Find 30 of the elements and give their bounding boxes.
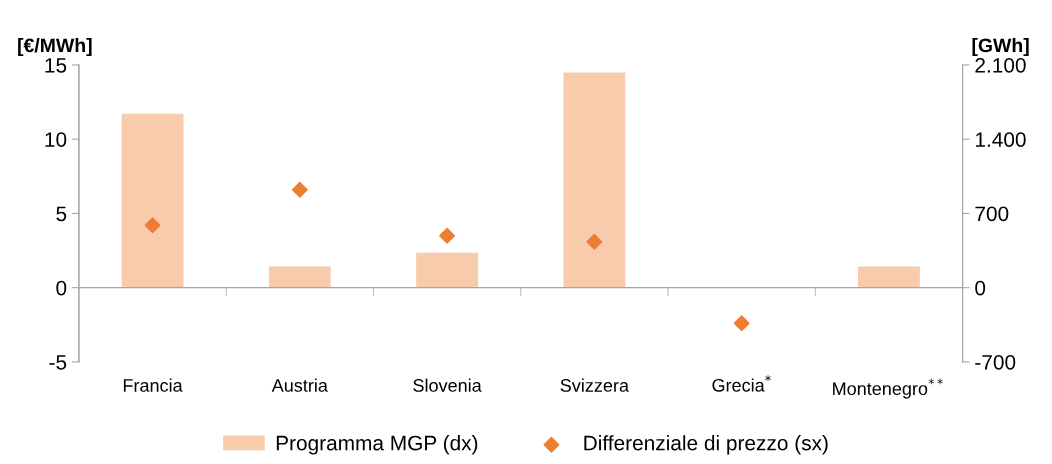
point xyxy=(291,181,308,198)
bar xyxy=(416,252,479,288)
point xyxy=(733,315,750,332)
point xyxy=(144,217,161,234)
bar xyxy=(563,72,626,288)
y-tick-label: 0 xyxy=(56,280,67,296)
y2-axis-title: [GWh] xyxy=(972,37,1029,57)
bar xyxy=(268,266,331,288)
y-tick-label: -5 xyxy=(49,355,67,370)
y2-tick-label: 2.100 xyxy=(975,57,1026,73)
legend-label: Differenziale di prezzo (sx) xyxy=(584,435,828,455)
legend-label: Programma MGP (dx) xyxy=(276,435,478,455)
y2-tick-label: 0 xyxy=(975,280,986,296)
y2-tick-label: 700 xyxy=(975,206,1009,222)
x-tick-label: Grecia$^{*}$ xyxy=(712,375,771,392)
bar xyxy=(858,266,920,288)
y-axis-title: [€/MWh] xyxy=(18,37,92,57)
x-tick-label: Montenegro$^{**}$ xyxy=(833,378,943,399)
y-tick-label: 15 xyxy=(45,58,67,73)
x-tick-label: Svizzera xyxy=(560,378,629,392)
y2-tick-label: -700 xyxy=(975,354,1016,370)
y-tick-label: 5 xyxy=(56,206,67,222)
y-tick-label: 10 xyxy=(45,132,67,147)
x-tick-label: Austria xyxy=(271,378,328,392)
point xyxy=(439,227,456,244)
bar xyxy=(121,113,184,288)
y2-tick-label: 1.400 xyxy=(975,132,1026,147)
point xyxy=(586,233,603,250)
x-tick-label: Slovenia xyxy=(413,378,482,392)
x-tick-label: Francia xyxy=(123,378,183,392)
